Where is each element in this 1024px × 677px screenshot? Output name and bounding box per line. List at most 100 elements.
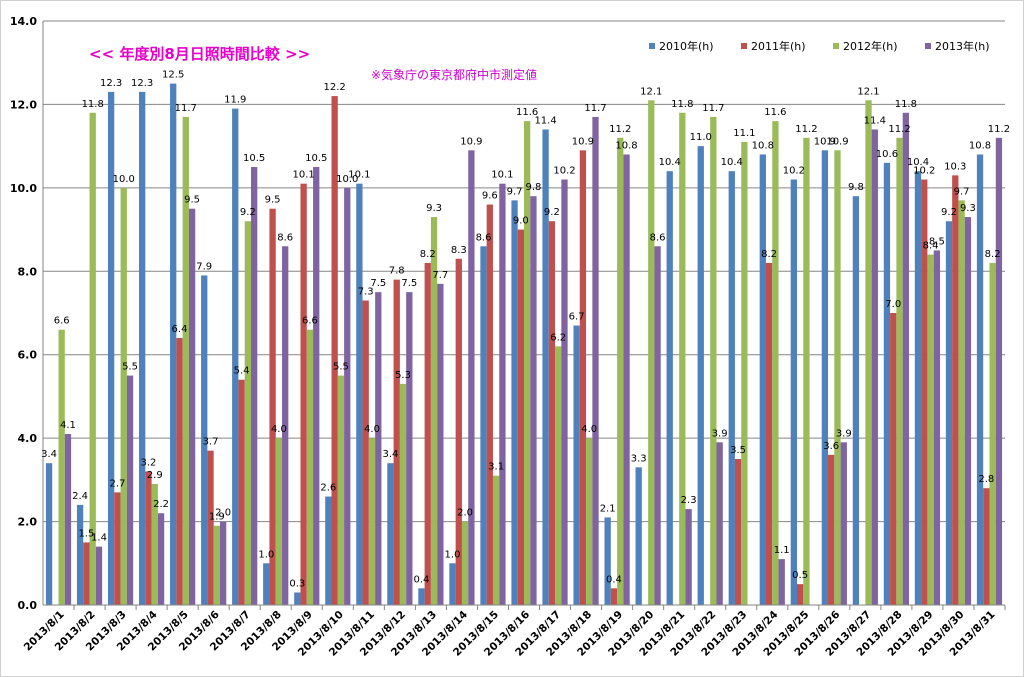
data-label: 7.7	[432, 270, 448, 281]
bar-2012年(h)	[555, 346, 562, 605]
bar-2012年(h)	[492, 475, 500, 605]
bar-2012年(h)	[275, 438, 283, 605]
data-label: 9.2	[544, 207, 560, 218]
data-label: 2.7	[109, 478, 125, 489]
bar-2010年(h)	[201, 275, 208, 605]
bar-2011年(h)	[331, 96, 338, 605]
data-label: 9.7	[507, 186, 523, 197]
bar-2010年(h)	[232, 108, 239, 605]
data-label: 12.5	[162, 70, 184, 81]
bar-2012年(h)	[741, 141, 748, 605]
bar-2012年(h)	[213, 525, 220, 605]
bar-2011年(h)	[828, 454, 835, 605]
bar-2012年(h)	[337, 375, 345, 605]
bar-2012年(h)	[368, 438, 376, 605]
bar-2012年(h)	[461, 521, 469, 605]
data-label: 7.5	[370, 278, 386, 289]
data-label: 3.1	[488, 462, 504, 473]
data-label: 12.1	[857, 86, 879, 97]
data-label: 10.4	[907, 157, 929, 168]
bar-2010年(h)	[107, 91, 115, 605]
data-label: 11.7	[175, 103, 197, 114]
bar-2011年(h)	[983, 488, 990, 605]
data-label: 11.8	[82, 99, 104, 110]
bar-2010年(h)	[387, 463, 394, 605]
data-label: 11.2	[888, 124, 910, 135]
data-label: 11.0	[690, 132, 712, 143]
bar-2010年(h)	[325, 496, 332, 605]
bar-2011年(h)	[424, 262, 431, 605]
legend-swatch	[925, 43, 931, 49]
data-label: 5.5	[333, 362, 349, 373]
bar-2013年(h)	[654, 246, 661, 605]
bar-2011年(h)	[486, 204, 493, 606]
data-label: 10.2	[783, 166, 805, 177]
bar-2012年(h)	[306, 329, 314, 605]
bar-2010年(h)	[604, 517, 611, 605]
data-label: 3.4	[382, 449, 398, 460]
data-label: 9.7	[954, 186, 970, 197]
bar-2013年(h)	[126, 375, 134, 605]
bar-2011年(h)	[579, 150, 587, 606]
bar-2013年(h)	[282, 246, 289, 605]
bar-2010年(h)	[914, 171, 922, 605]
bar-2013年(h)	[468, 150, 475, 606]
bar-2010年(h)	[573, 325, 580, 605]
bar-2012年(h)	[648, 100, 655, 605]
bar-2011年(h)	[269, 208, 276, 605]
data-label: 3.3	[631, 453, 647, 464]
data-label: 11.9	[224, 95, 246, 106]
bar-2013年(h)	[344, 187, 351, 605]
bar-2013年(h)	[995, 137, 1003, 606]
data-label: 11.2	[988, 124, 1010, 135]
data-label: 2.9	[147, 470, 163, 481]
data-label: 10.5	[305, 153, 327, 164]
legend-swatch	[649, 43, 655, 49]
data-label: 3.2	[141, 458, 157, 469]
bar-2010年(h)	[759, 154, 766, 605]
bar-2011年(h)	[393, 279, 400, 605]
bar-2012年(h)	[834, 150, 841, 606]
bar-2011年(h)	[890, 313, 897, 605]
data-label: 4.0	[271, 424, 287, 435]
bar-2012年(h)	[927, 254, 934, 605]
bar-2012年(h)	[244, 221, 252, 605]
data-label: 1.9	[209, 512, 225, 523]
data-label: 8.2	[985, 249, 1001, 260]
bar-2011年(h)	[83, 542, 90, 605]
data-label: 10.1	[491, 170, 513, 181]
bar-2013年(h)	[188, 208, 196, 605]
bar-2013年(h)	[871, 129, 878, 605]
data-label: 3.9	[836, 428, 852, 439]
bar-2012年(h)	[710, 116, 717, 605]
bar-2012年(h)	[865, 100, 872, 605]
data-label: 11.7	[584, 103, 606, 114]
data-label: 11.1	[733, 128, 755, 139]
bar-2012年(h)	[896, 137, 903, 606]
legend-label: 2013年(h)	[935, 39, 990, 53]
data-label: 0.4	[414, 574, 430, 585]
data-label: 11.6	[764, 107, 786, 118]
data-label: 10.1	[348, 170, 370, 181]
data-label: 7.0	[885, 299, 901, 310]
data-label: 12.3	[100, 78, 122, 89]
bar-2010年(h)	[883, 162, 891, 606]
data-label: 9.5	[184, 195, 200, 206]
bar-2010年(h)	[542, 129, 549, 605]
bar-2011年(h)	[796, 584, 804, 605]
data-label: 4.1	[60, 420, 76, 431]
data-label: 9.5	[265, 195, 281, 206]
data-label: 11.6	[516, 107, 538, 118]
data-label: 3.7	[203, 437, 219, 448]
data-label: 2.8	[978, 474, 994, 485]
bar-2013年(h)	[437, 283, 444, 605]
data-label: 11.4	[864, 115, 886, 126]
data-label: 6.4	[172, 324, 188, 335]
data-label: 9.3	[960, 203, 976, 214]
data-label: 9.8	[525, 182, 541, 193]
data-label: 10.3	[944, 161, 966, 172]
legend-label: 2010年(h)	[659, 39, 714, 53]
data-label: 2.1	[600, 503, 616, 514]
bar-2012年(h)	[586, 438, 593, 605]
bar-2013年(h)	[592, 116, 599, 605]
